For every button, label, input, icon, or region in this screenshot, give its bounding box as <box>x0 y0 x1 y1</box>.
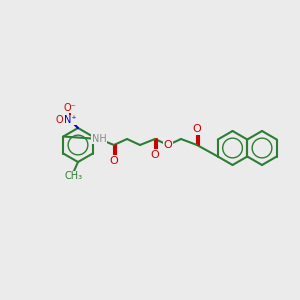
Text: N⁺: N⁺ <box>64 115 76 125</box>
Text: O: O <box>55 115 63 125</box>
Text: O: O <box>151 150 159 160</box>
Text: O: O <box>110 156 118 166</box>
Text: CH₃: CH₃ <box>65 171 83 181</box>
Text: O: O <box>193 124 201 134</box>
Text: O: O <box>164 140 172 150</box>
Text: NH: NH <box>92 134 106 144</box>
Text: O⁻: O⁻ <box>64 103 76 113</box>
